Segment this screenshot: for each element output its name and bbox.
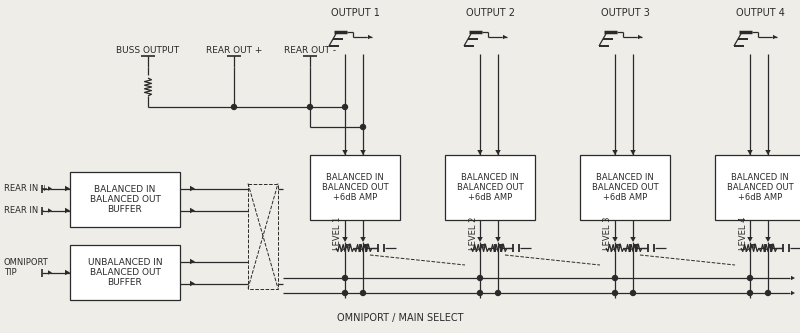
Circle shape: [231, 105, 237, 110]
Circle shape: [495, 290, 501, 295]
Polygon shape: [478, 150, 482, 155]
Polygon shape: [48, 186, 52, 191]
Text: OUTPUT 3: OUTPUT 3: [601, 8, 650, 18]
Text: REAR IN -: REAR IN -: [4, 206, 44, 215]
Polygon shape: [791, 291, 795, 295]
Polygon shape: [360, 237, 366, 242]
Polygon shape: [190, 259, 195, 264]
Polygon shape: [190, 281, 195, 286]
Text: LEVEL 3: LEVEL 3: [603, 216, 613, 250]
Text: BUSS OUTPUT: BUSS OUTPUT: [117, 46, 179, 55]
Circle shape: [747, 275, 753, 280]
Bar: [70, 172, 180, 227]
Polygon shape: [478, 237, 482, 242]
Polygon shape: [638, 35, 642, 39]
Polygon shape: [48, 270, 52, 275]
Text: REAR OUT -: REAR OUT -: [284, 46, 336, 55]
Text: OMNIPORT / MAIN SELECT: OMNIPORT / MAIN SELECT: [337, 313, 463, 323]
Circle shape: [478, 275, 482, 280]
Polygon shape: [612, 150, 618, 155]
Text: REAR OUT +: REAR OUT +: [206, 46, 262, 55]
Circle shape: [342, 105, 347, 110]
Polygon shape: [360, 150, 366, 155]
Polygon shape: [495, 150, 501, 155]
Polygon shape: [65, 186, 70, 191]
Text: OUTPUT 4: OUTPUT 4: [735, 8, 785, 18]
Polygon shape: [342, 150, 348, 155]
Polygon shape: [495, 237, 501, 242]
Text: BALANCED IN
BALANCED OUT
+6dB AMP: BALANCED IN BALANCED OUT +6dB AMP: [457, 172, 523, 202]
Circle shape: [361, 290, 366, 295]
Circle shape: [766, 290, 770, 295]
Circle shape: [613, 290, 618, 295]
Text: BALANCED IN
BALANCED OUT
+6dB AMP: BALANCED IN BALANCED OUT +6dB AMP: [726, 172, 794, 202]
Polygon shape: [773, 35, 777, 39]
Bar: [445, 155, 535, 220]
Circle shape: [747, 290, 753, 295]
Text: LEVEL 2: LEVEL 2: [469, 216, 478, 250]
Text: UNBALANCED IN
BALANCED OUT
BUFFER: UNBALANCED IN BALANCED OUT BUFFER: [88, 258, 162, 287]
Polygon shape: [766, 237, 770, 242]
Text: LEVEL 4: LEVEL 4: [738, 216, 747, 250]
Polygon shape: [368, 35, 372, 39]
Text: OMNIPORT
TIP: OMNIPORT TIP: [4, 258, 49, 277]
Bar: [580, 155, 670, 220]
Polygon shape: [65, 208, 70, 213]
Polygon shape: [630, 150, 636, 155]
Bar: [715, 155, 800, 220]
Circle shape: [342, 275, 347, 280]
Circle shape: [342, 290, 347, 295]
Circle shape: [307, 105, 313, 110]
Circle shape: [361, 125, 366, 130]
Bar: [248, 183, 278, 288]
Text: OUTPUT 1: OUTPUT 1: [330, 8, 379, 18]
Text: LEVEL 1: LEVEL 1: [334, 216, 342, 250]
Polygon shape: [612, 237, 618, 242]
Text: BALANCED IN
BALANCED OUT
+6dB AMP: BALANCED IN BALANCED OUT +6dB AMP: [322, 172, 388, 202]
Circle shape: [630, 290, 635, 295]
Polygon shape: [342, 237, 348, 242]
Polygon shape: [630, 237, 636, 242]
Polygon shape: [791, 276, 795, 280]
Bar: [310, 155, 400, 220]
Polygon shape: [190, 186, 195, 191]
Polygon shape: [503, 35, 507, 39]
Polygon shape: [190, 208, 195, 213]
Bar: [70, 245, 180, 300]
Polygon shape: [48, 208, 52, 213]
Text: BALANCED IN
BALANCED OUT
+6dB AMP: BALANCED IN BALANCED OUT +6dB AMP: [592, 172, 658, 202]
Polygon shape: [65, 270, 70, 275]
Polygon shape: [766, 150, 770, 155]
Circle shape: [613, 275, 618, 280]
Polygon shape: [747, 237, 753, 242]
Text: REAR IN +: REAR IN +: [4, 184, 48, 193]
Polygon shape: [747, 150, 753, 155]
Circle shape: [478, 290, 482, 295]
Text: OUTPUT 2: OUTPUT 2: [466, 8, 514, 18]
Text: BALANCED IN
BALANCED OUT
BUFFER: BALANCED IN BALANCED OUT BUFFER: [90, 184, 161, 214]
